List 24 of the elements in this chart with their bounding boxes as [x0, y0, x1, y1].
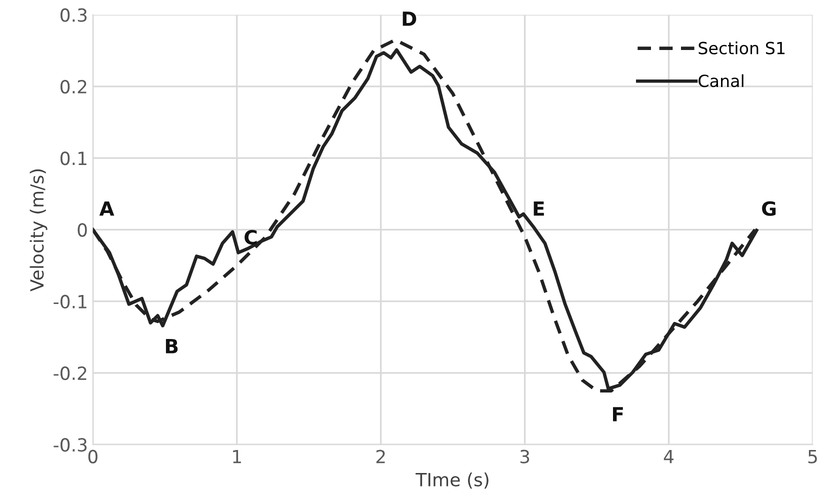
x-tick-label: 3: [520, 450, 530, 464]
annotation: E: [534, 201, 544, 216]
annotation: F: [613, 407, 623, 422]
y-tick-label: 0: [78, 223, 87, 237]
x-axis-title: TIme (s): [416, 472, 488, 489]
x-tick-label: 1: [233, 450, 241, 464]
annotation: G: [762, 201, 776, 216]
annotation: B: [166, 339, 178, 354]
y-tick-label: -0.3: [54, 438, 87, 452]
annotation: D: [402, 12, 416, 26]
x-tick-label: 5: [808, 450, 817, 464]
y-tick-label: 0.1: [60, 152, 86, 166]
y-tick-label: -0.1: [54, 294, 86, 308]
annotation: C: [244, 230, 257, 245]
legend-label: Section S1: [698, 41, 785, 54]
legend-label: Canal: [698, 74, 744, 88]
x-tick-label: 4: [664, 450, 674, 464]
x-tick-label: 0: [88, 450, 98, 464]
y-tick-label: 0.3: [60, 8, 87, 22]
y-tick-label: -0.2: [54, 366, 86, 380]
x-tick-label: 2: [376, 450, 385, 464]
y-axis-title: Velocity (m/s): [30, 169, 48, 292]
y-tick-label: 0.2: [60, 80, 86, 94]
annotation: A: [99, 201, 114, 216]
